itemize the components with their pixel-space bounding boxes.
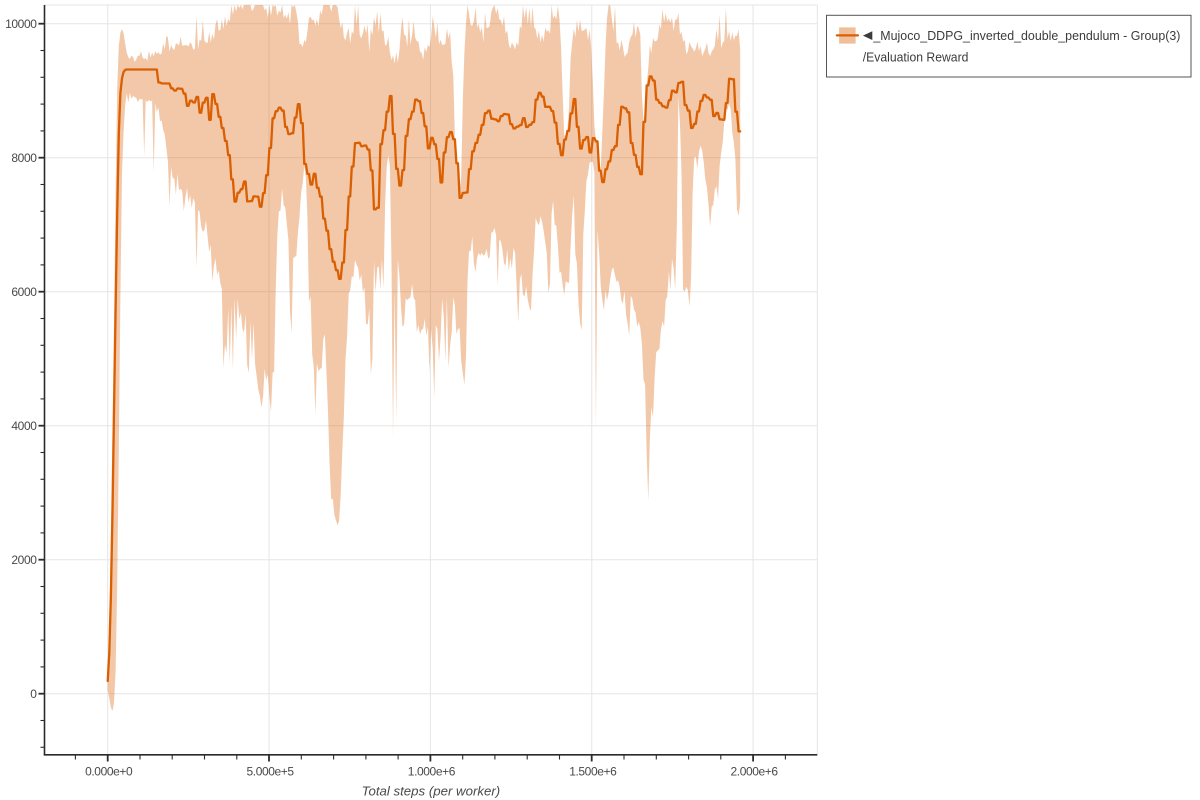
svg-text:1.500e+6: 1.500e+6 (569, 765, 617, 779)
svg-text:4000: 4000 (11, 419, 37, 433)
svg-text:0: 0 (30, 687, 37, 701)
svg-text:1.000e+6: 1.000e+6 (408, 765, 456, 779)
svg-text:6000: 6000 (11, 285, 37, 299)
svg-text:8000: 8000 (11, 151, 37, 165)
svg-text:5.000e+5: 5.000e+5 (247, 765, 295, 779)
svg-text:10000: 10000 (5, 17, 37, 31)
svg-text:0.000e+0: 0.000e+0 (85, 765, 133, 779)
svg-text:Total steps (per worker): Total steps (per worker) (362, 784, 501, 799)
svg-text:2.000e+6: 2.000e+6 (731, 765, 779, 779)
svg-text:_Mujoco_DDPG_inverted_double_p: _Mujoco_DDPG_inverted_double_pendulum - … (872, 28, 1180, 43)
svg-text:2000: 2000 (11, 553, 37, 567)
svg-text:/Evaluation Reward: /Evaluation Reward (863, 50, 969, 65)
